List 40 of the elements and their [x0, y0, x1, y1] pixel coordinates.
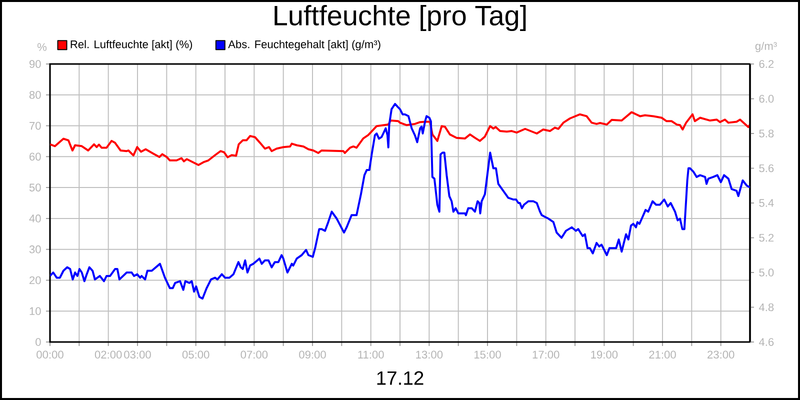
y-axis-title: % — [37, 43, 47, 51]
x-tick-label: 15:00 — [474, 350, 501, 359]
y-tick-label: 60 — [30, 152, 41, 161]
x-axis-title: 17.12 — [377, 371, 424, 385]
y2-tick-label: 5.6 — [759, 164, 774, 172]
x-tick-label: 17:00 — [532, 350, 560, 359]
y2-tick-label: 6.0 — [759, 94, 774, 103]
x-tick-label: 09:00 — [299, 350, 326, 359]
y2-tick-label: 6.2 — [759, 60, 774, 68]
y-tick-label: 70 — [30, 122, 41, 130]
x-tick-label: 05:00 — [182, 350, 210, 359]
y-tick-label: 90 — [30, 60, 41, 68]
y2-tick-label: 5.2 — [759, 234, 774, 242]
x-tick-label: 11:00 — [358, 350, 384, 359]
y-tick-label: 10 — [30, 307, 41, 316]
x-tick-label: 19:00 — [591, 350, 618, 359]
x-tick-label: 00:00 — [36, 350, 64, 359]
y2-tick-label: 5.0 — [759, 268, 774, 276]
x-tick-label: 02:00 — [94, 350, 122, 359]
x-tick-label: 13:00 — [416, 350, 443, 359]
y2-tick-label: 5.8 — [759, 130, 774, 138]
y-tick-label: 20 — [30, 276, 41, 284]
x-tick-label: 07:00 — [240, 350, 268, 359]
x-tick-label: 03:00 — [124, 350, 151, 359]
y2-tick-label: 4.8 — [758, 303, 774, 312]
y-tick-label: 40 — [29, 214, 41, 222]
legend-label: Abs. Feuchtegehalt [akt] (g/m³) — [228, 40, 380, 50]
x-tick-label: 23:00 — [708, 350, 734, 359]
y-tick-label: 0 — [36, 338, 41, 346]
legend-label: Rel. Luftfeuchte [akt] (%) — [70, 40, 192, 50]
y-tick-label: 30 — [29, 245, 41, 254]
x-tick-label: 21:00 — [649, 350, 676, 359]
line-series — [50, 102, 750, 300]
y2-tick-label: 5.4 — [759, 199, 774, 207]
y2-tick-label: 4.6 — [758, 338, 774, 346]
chart-title: Luftfeuchte [pro Tag] — [274, 4, 526, 32]
y2-axis-title: g/m³ — [755, 42, 777, 52]
y-tick-label: 50 — [29, 184, 41, 192]
line-series — [50, 111, 750, 166]
y-tick-label: 80 — [29, 90, 41, 99]
